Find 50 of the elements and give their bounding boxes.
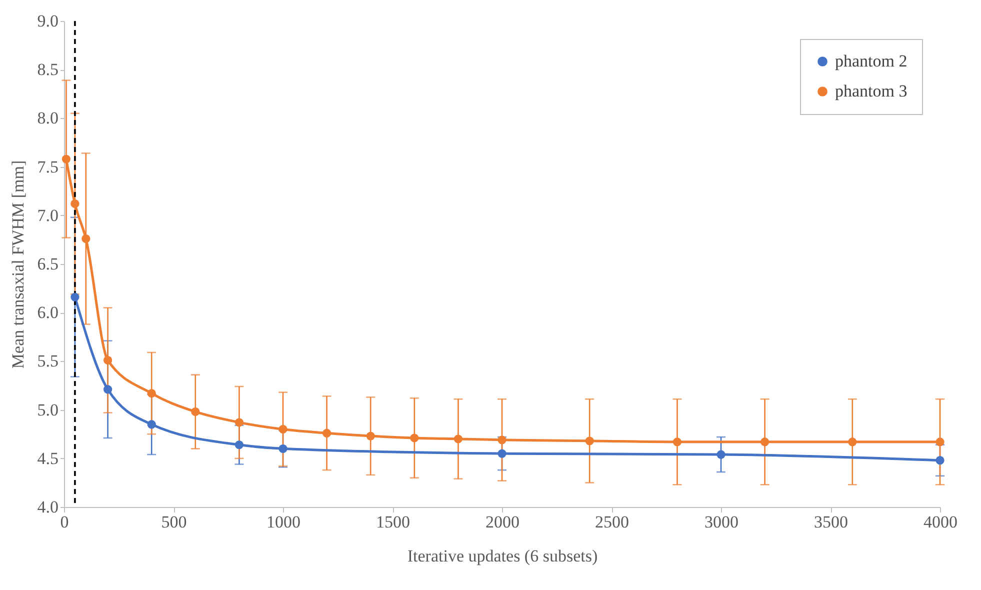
point xyxy=(234,418,244,427)
x-tick-label: 3000 xyxy=(704,512,738,532)
y-tick-label: 4.0 xyxy=(37,498,58,516)
point xyxy=(936,456,944,465)
y-tick-label: 5.5 xyxy=(37,352,58,371)
y-tick-label: 4.5 xyxy=(37,448,58,468)
y-tick-label: 7.0 xyxy=(37,206,58,225)
y-axis-title: Mean transaxial FWHM [mm] xyxy=(8,160,28,369)
point xyxy=(147,388,156,398)
point xyxy=(936,438,944,446)
point xyxy=(498,436,506,444)
point xyxy=(322,428,332,438)
x-tick-label: 4000 xyxy=(924,512,958,532)
legend-label: phantom 2 xyxy=(835,52,908,70)
point xyxy=(147,420,156,429)
x-axis-title: Iterative updates (6 subsets) xyxy=(407,546,598,566)
x-tick-label: 2000 xyxy=(486,512,520,532)
point xyxy=(498,449,506,458)
point xyxy=(672,438,682,446)
x-tick-label: 1500 xyxy=(376,512,410,532)
point xyxy=(70,199,80,208)
x-tick-label: 3500 xyxy=(814,512,848,532)
point xyxy=(278,444,288,453)
x-tick-label: 2500 xyxy=(595,512,629,532)
y-tick-label: 8.5 xyxy=(37,60,58,80)
point xyxy=(585,436,594,446)
point xyxy=(103,385,112,394)
legend-label: phantom 3 xyxy=(835,82,908,100)
point xyxy=(70,292,80,302)
x-tick-label: 1000 xyxy=(266,512,300,532)
point xyxy=(191,407,200,416)
y-tick-label: 6.0 xyxy=(37,303,58,322)
point xyxy=(760,438,770,446)
point xyxy=(716,450,726,459)
y-tick-label: 6.5 xyxy=(37,254,58,274)
point xyxy=(234,440,244,450)
point xyxy=(82,234,90,244)
point xyxy=(410,434,419,442)
point xyxy=(278,424,288,434)
y-tick-label: 9.0 xyxy=(37,12,58,30)
y-tick-label: 8.0 xyxy=(37,108,58,128)
x-tick-label: 0 xyxy=(60,512,69,532)
y-tick-label: 7.5 xyxy=(37,157,58,176)
point xyxy=(62,154,71,164)
point xyxy=(103,356,112,365)
point xyxy=(366,432,375,440)
point xyxy=(848,438,857,446)
x-tick-label: 500 xyxy=(161,512,187,532)
point xyxy=(454,434,463,444)
y-tick-label: 5.0 xyxy=(37,400,58,420)
